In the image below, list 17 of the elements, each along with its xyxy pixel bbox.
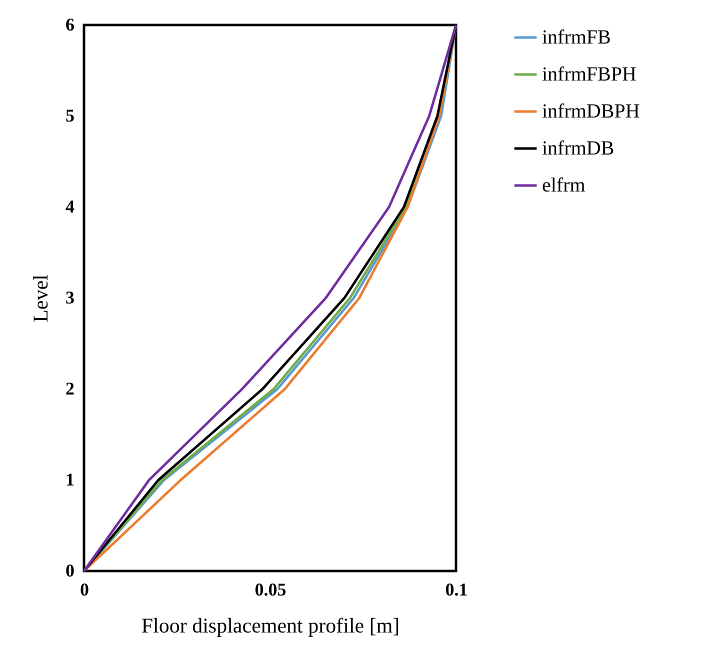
x-axis-title: Floor displacement profile [m]: [141, 614, 400, 638]
y-tick-label: 6: [66, 14, 74, 34]
x-tick-label: 0: [80, 580, 89, 600]
x-tick-label: 0.1: [445, 580, 468, 600]
y-tick-label: 3: [66, 288, 74, 308]
legend-label: infrmDBPH: [542, 100, 640, 122]
legend-label: infrmFB: [542, 26, 611, 48]
y-tick-label: 4: [66, 196, 74, 216]
x-tick-label: 0.05: [254, 580, 286, 600]
y-tick-label: 0: [66, 560, 74, 580]
y-tick-label: 5: [66, 106, 74, 126]
y-tick-label: 1: [66, 470, 74, 490]
y-axis-title: Level: [28, 274, 52, 322]
legend-label: elfrm: [542, 174, 586, 196]
legend-label: infrmDB: [542, 138, 614, 160]
y-tick-label: 2: [66, 378, 74, 398]
legend-label: infrmFBPH: [542, 64, 636, 86]
